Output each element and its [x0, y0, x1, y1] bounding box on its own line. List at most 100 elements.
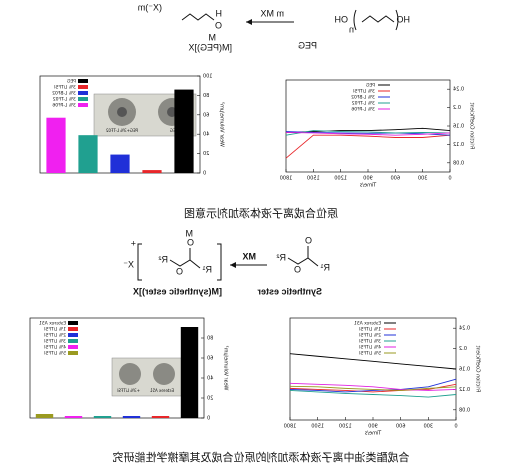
compound-name: [M(synthetic ester)]X	[133, 286, 222, 296]
y-tick-label: 0.16	[459, 367, 470, 373]
legend-label: Esterex A51	[354, 321, 381, 327]
legend-label: 3% L-TF02	[53, 97, 76, 103]
y-tick-label: 0.16	[453, 124, 464, 130]
arrowhead	[230, 262, 236, 268]
line	[289, 383, 457, 393]
compound-name: PEG	[298, 40, 317, 50]
legend-label: Esterex A51	[39, 321, 66, 327]
legend-swatch	[68, 327, 78, 331]
caption: 原位合成离子液体添加剂示意图	[184, 206, 338, 220]
bar	[110, 154, 130, 173]
y-tick-label: 0.2	[453, 105, 461, 111]
y-tick-label: 0.2	[459, 346, 467, 352]
x-tick-label: 1800	[284, 424, 297, 430]
legend-label: 3% L-TF02	[352, 101, 375, 107]
atom: H	[216, 8, 223, 18]
atom: R¹	[203, 264, 213, 274]
bar	[64, 416, 83, 418]
y-tick-label: 40	[207, 376, 213, 382]
legend-swatch	[68, 333, 78, 337]
legend-label: 5% LiTFSI	[44, 351, 66, 357]
x-tick-label: 1200	[339, 424, 352, 430]
legend-label: 2% LiTFSI	[359, 333, 381, 339]
legend-swatch	[68, 351, 78, 355]
bar	[46, 117, 66, 173]
x-tick-label: 300	[424, 424, 434, 430]
line	[289, 385, 457, 391]
y-tick-label: 20	[203, 151, 209, 157]
x-tick-label: 300	[418, 176, 428, 182]
x-tick-label: 1200	[334, 176, 347, 182]
y-tick-label: 0.08	[453, 160, 464, 166]
legend-swatch	[68, 321, 78, 325]
x-tick-label: 0	[454, 424, 457, 430]
legend-swatch	[78, 91, 88, 95]
line	[285, 127, 451, 133]
line	[289, 389, 457, 398]
legend-label: 1% LiTFSI	[44, 327, 66, 333]
caption: 合成酯类油中离子液体添加剂的原位合成及其摩擦学性能研究	[113, 450, 410, 464]
atom: O	[215, 20, 222, 30]
atom: HO	[397, 14, 411, 24]
inset-photo: Esterex A51 +3% LiTFSI	[111, 357, 183, 397]
compound-name: Synthetic ester	[257, 286, 322, 296]
y-tick-label: 0	[207, 416, 210, 422]
bond	[181, 13, 215, 21]
y-tick-label: 60	[207, 356, 213, 362]
bar	[180, 327, 199, 418]
x-tick-label: 600	[391, 176, 401, 182]
bar	[35, 414, 54, 418]
atom: O	[176, 266, 183, 276]
bar	[174, 89, 194, 173]
legend-label: 2% LiTFSI	[44, 333, 66, 339]
atom: OH	[335, 14, 349, 24]
atom: M	[186, 228, 194, 238]
x-axis-title: Time/s	[359, 183, 377, 189]
line	[285, 131, 451, 136]
y-tick-label: 0.24	[453, 87, 464, 93]
x-tick-label: 1800	[280, 176, 293, 182]
x-tick-label: 0	[448, 176, 451, 182]
x-tick-label: 900	[363, 176, 373, 182]
legend-swatch	[78, 103, 88, 107]
y-tick-label: 0.24	[459, 326, 470, 332]
line	[289, 378, 457, 393]
bond	[169, 259, 201, 269]
atom: R²	[159, 254, 169, 264]
legend-label: 1% LiTFSI	[359, 327, 381, 333]
y-tick-label: 0.08	[459, 407, 470, 413]
legend-label: 3% L-PF06	[52, 103, 76, 109]
bracket	[137, 243, 222, 281]
inset-label: PEG+3% L-TF02	[105, 128, 138, 133]
atom: X⁻	[123, 259, 134, 269]
legend-label: 3% L-BF02	[351, 95, 375, 101]
scheme-1: HO n OH PEG m MX H O M (X⁻)m [M(PEG)]X	[138, 2, 410, 52]
inset-label: Esterex A51	[149, 388, 174, 393]
line	[285, 134, 451, 159]
y-axis-title: Friction Coefficient	[475, 346, 481, 393]
line	[285, 130, 451, 136]
bar	[78, 135, 98, 173]
atom: R¹	[321, 262, 331, 272]
legend-label: 3% LiTFSI	[353, 89, 375, 95]
legend-label: 3% LiTFSI	[44, 339, 66, 345]
compound-name: [M(PEG)]X	[188, 42, 232, 52]
legend-swatch	[68, 339, 78, 343]
legend-swatch	[78, 79, 88, 83]
x-tick-label: 1500	[311, 424, 324, 430]
atom: n	[349, 24, 354, 34]
y-tick-label: 60	[203, 112, 209, 118]
bond	[361, 15, 395, 23]
atom: +	[131, 238, 136, 248]
reagent: MX	[243, 251, 257, 261]
bond	[287, 257, 319, 267]
bar	[122, 416, 141, 418]
legend-label: PEG	[66, 79, 76, 85]
y-tick-label: 100	[203, 74, 213, 80]
legend-label: PEG	[365, 83, 375, 89]
y-tick-label: 40	[203, 132, 209, 138]
bar	[151, 416, 170, 418]
scheme-2: R¹ O O R² Synthetic ester MX R¹ O M O R²…	[123, 228, 330, 296]
inset-label: PEG	[170, 128, 178, 133]
